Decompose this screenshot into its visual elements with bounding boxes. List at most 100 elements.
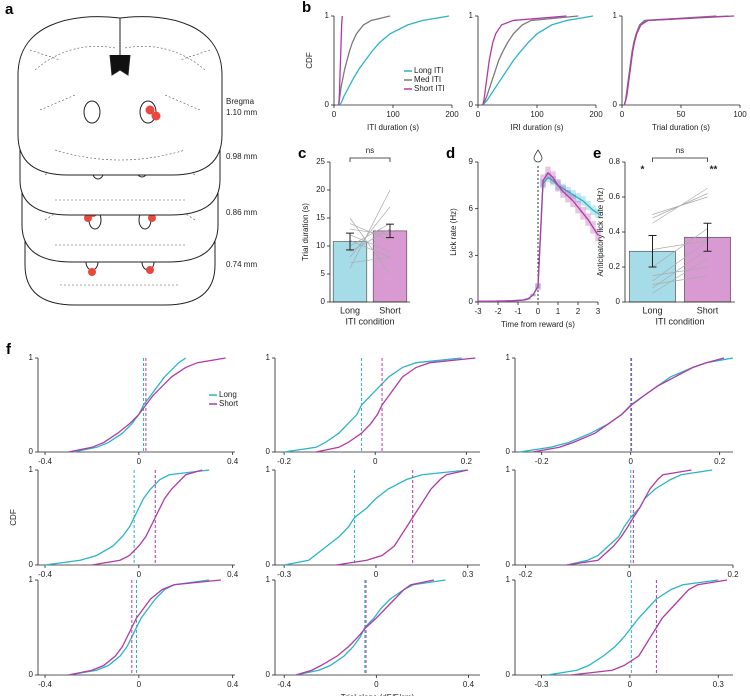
subject-line [349,217,391,275]
y-tick-label: 1 [266,575,271,584]
y-tick-label: 0 [29,560,34,569]
y-tick-label: 0.2 [609,262,621,271]
y-tick-label: 0 [325,100,330,109]
x-tick-label: 0.4 [227,457,239,466]
panel-letter: a [5,1,14,18]
x-tick-label: Short [379,305,401,315]
y-tick-label: 20 [316,185,325,194]
y-tick-label: 0.8 [609,157,621,166]
subject-line [652,228,708,268]
y-tick-label: 0 [266,670,271,679]
significance-bracket [349,157,391,162]
x-axis-label: Time from reward (s) [501,320,575,329]
y-tick-label: 0 [29,670,34,679]
series-line [338,15,343,106]
x-tick-label: -2 [494,307,502,316]
y-axis-label: Lick rate (Hz) [449,208,458,256]
x-axis-label: IRI duration (s) [511,123,564,132]
subject-line [349,240,391,258]
x-tick-label: Long [642,305,662,315]
x-tick-label: 0.2 [727,570,739,579]
series-line [547,579,719,676]
series-line [336,469,468,566]
y-tick-label: 0 [613,100,618,109]
x-tick-label: -0.4 [277,680,291,689]
panel-letter: f [6,341,12,358]
x-tick-label: 0 [536,307,541,316]
subject-line [652,249,708,289]
series-line [68,357,226,453]
x-tick-label: -0.2 [518,570,532,579]
x-tick-label: -0.2 [277,457,291,466]
y-axis-label: Trial duration (s) [301,203,310,261]
series-line [482,15,579,106]
y-tick-label: 0.6 [609,192,621,201]
x-tick-label: 100 [530,110,544,119]
y-tick-label: 0 [469,100,474,109]
bar [372,230,408,303]
x-tick-label: 0 [627,570,632,579]
section-level: 1.10 mm [226,108,257,117]
legend-label: Long ITI [414,66,443,75]
y-tick-label: 0 [506,670,511,679]
subject-line [349,234,391,252]
x-tick-label: 0 [373,457,378,466]
x-tick-label: 100 [733,110,747,119]
significance-bracket [652,157,708,162]
series-line [623,15,729,106]
legend-label: Short [219,399,239,408]
subject-line [652,196,708,215]
series-line [284,357,462,453]
subject-line [652,266,708,277]
y-tick-label: 6 [469,204,474,213]
x-tick-label: -0.3 [535,680,549,689]
y-tick-label: 1 [325,11,330,20]
subject-line [349,228,391,236]
series-line [44,469,210,566]
significance-label: ns [676,146,684,155]
y-tick-label: 0 [266,560,271,569]
x-tick-label: 0 [137,680,142,689]
y-tick-label: 1 [29,575,34,584]
series-line [566,469,692,566]
x-tick-label: -0.4 [38,570,52,579]
y-tick-label: 0 [29,447,34,456]
x-tick-label: 3 [596,307,601,316]
series-line [482,15,594,106]
x-tick-label: 200 [445,110,459,119]
y-tick-label: 1 [29,353,34,362]
significance-marker: * [641,165,645,176]
panel-letter: e [593,145,601,162]
subject-line [349,256,391,264]
subject-line [652,275,708,285]
legend-label: Long [219,390,237,399]
series-line [68,579,221,676]
y-tick-label: 0 [616,297,621,306]
series-line [570,579,728,676]
x-axis-label: ITI condition [345,316,394,326]
subject-line [349,228,391,252]
series-line [68,579,210,676]
y-tick-label: 1 [469,11,474,20]
series-line [532,357,725,453]
y-tick-label: 25 [316,157,325,166]
series-line [478,171,599,302]
panel-letter: c [298,145,306,162]
y-axis-label: CDF [9,509,18,526]
x-tick-label: -1 [514,307,522,316]
x-tick-label: 0.3 [462,570,474,579]
bregma-label: Bregma [226,97,255,106]
series-line [566,469,713,566]
series-line [339,15,450,106]
x-tick-label: 0.3 [713,680,725,689]
y-tick-label: 1 [506,465,511,474]
panel-letter: b [302,0,311,16]
significance-label: ns [366,146,374,155]
x-tick-label: 200 [589,110,603,119]
y-tick-label: 0.4 [609,227,621,236]
x-tick-label: -0.4 [38,680,52,689]
x-tick-label: 0 [620,110,625,119]
x-tick-label: -0.4 [38,457,52,466]
x-tick-label: Long [340,305,360,315]
